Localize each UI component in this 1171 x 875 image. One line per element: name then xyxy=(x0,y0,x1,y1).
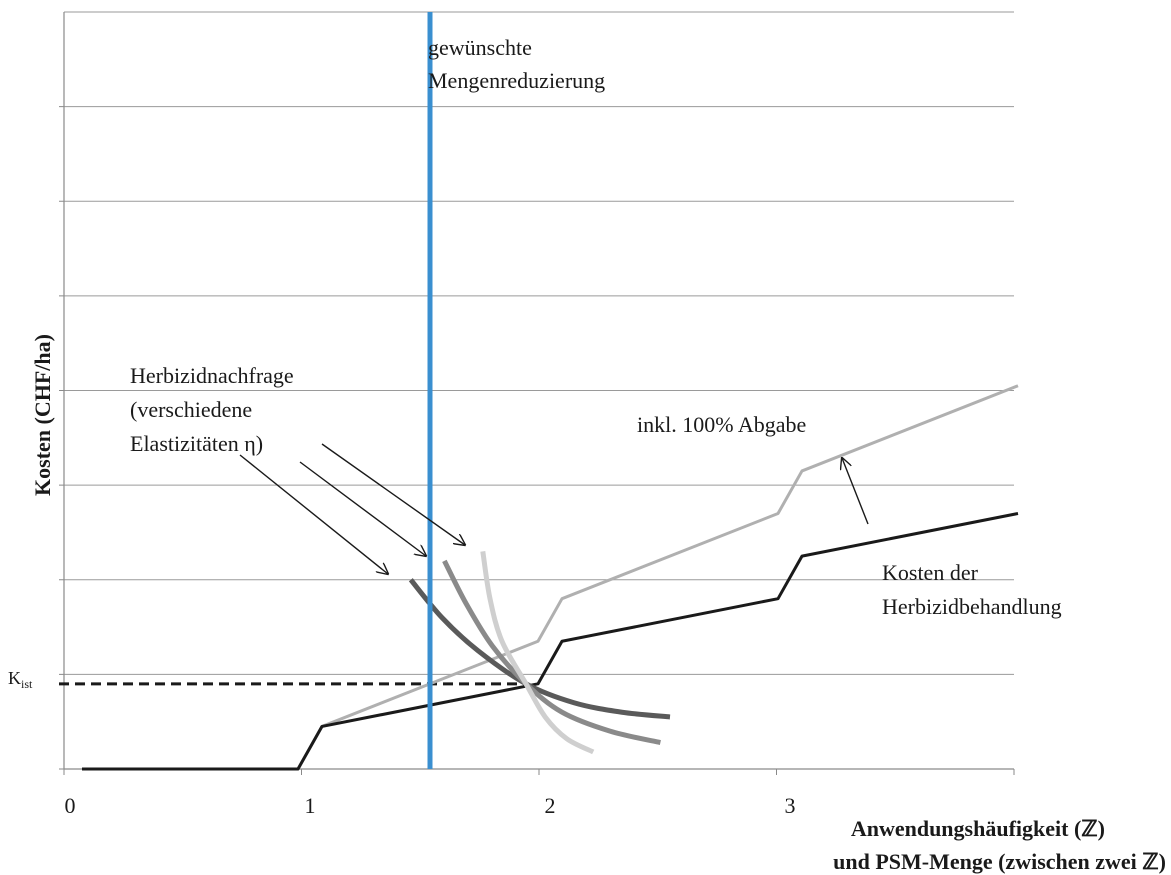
demand-arrow-2 xyxy=(299,461,426,556)
demand-curves xyxy=(408,550,671,755)
x-tick-label: 0 xyxy=(65,793,76,818)
cost-series xyxy=(82,384,1019,771)
desired-reduction-label-1: gewünschte xyxy=(428,35,532,60)
cost-label-2: Herbizidbehandlung xyxy=(882,594,1062,619)
x-axis-title-1: Anwendungshäufigkeit (ℤ) xyxy=(851,816,1105,841)
k-ist-label: Kist xyxy=(8,668,33,691)
k-ist-subscript: ist xyxy=(21,677,33,691)
cost-label-1: Kosten der xyxy=(882,560,979,585)
k-ist-main: K xyxy=(8,668,21,688)
horizontal-gridlines xyxy=(64,11,1014,675)
x-tick-label: 3 xyxy=(785,793,796,818)
demand-arrow-1 xyxy=(239,454,388,574)
axes xyxy=(59,12,1015,775)
cost-line-base xyxy=(82,512,1019,771)
demand-label-2: (verschiedene xyxy=(130,397,252,422)
demand-arrow-3 xyxy=(321,443,465,545)
demand-curve-3 xyxy=(480,550,595,755)
tax-label: inkl. 100% Abgabe xyxy=(637,412,806,437)
demand-label-3: Elastizitäten η) xyxy=(130,431,263,456)
x-tick-labels: 0 1 2 3 xyxy=(65,793,796,818)
demand-label-1: Herbizidnachfrage xyxy=(130,363,294,388)
desired-reduction-label-2: Mengenreduzierung xyxy=(428,68,605,93)
x-tick-label: 1 xyxy=(305,793,316,818)
tax-shift-arrow xyxy=(842,458,869,525)
x-tick-label: 2 xyxy=(545,793,556,818)
annotation-arrows xyxy=(239,443,869,574)
x-axis-title-2: und PSM-Menge (zwischen zwei ℤ) xyxy=(833,849,1166,874)
y-axis-title: Kosten (CHF/ha) xyxy=(30,334,55,496)
